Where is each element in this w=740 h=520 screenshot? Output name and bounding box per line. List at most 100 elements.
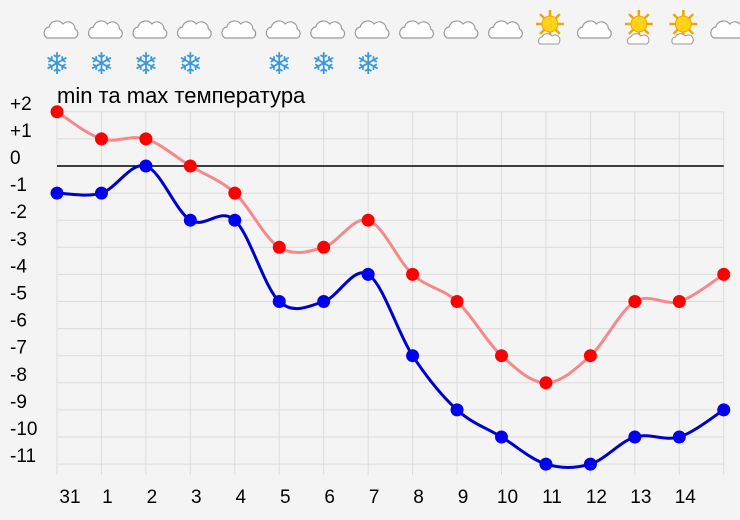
small-cloud-icon	[671, 33, 694, 45]
y-tick-label: -9	[10, 392, 27, 413]
snowflake-icon: ❄	[89, 47, 114, 82]
max-point	[50, 105, 64, 119]
min-point	[406, 349, 420, 363]
max-point	[495, 349, 508, 363]
x-tick-label: 3	[191, 487, 202, 508]
min-point	[583, 457, 597, 471]
min-point	[495, 430, 508, 444]
snowflake-icon: ❄	[356, 47, 381, 82]
cloud-icon	[443, 20, 479, 39]
y-tick-label: -2	[10, 202, 27, 223]
min-point	[317, 295, 331, 308]
max-point	[361, 213, 375, 227]
cloud-icon	[576, 20, 612, 39]
cloud-icon	[310, 20, 346, 39]
sun-ray	[628, 13, 635, 20]
min-point	[139, 159, 153, 173]
sun-cloud-icon	[535, 10, 564, 45]
snowflake-icon: ❄	[267, 47, 292, 82]
max-point	[183, 159, 197, 173]
cloud-icon	[88, 20, 123, 39]
x-tick-label: 13	[630, 487, 651, 508]
y-tick-label: -3	[10, 229, 27, 250]
min-point	[672, 430, 686, 444]
max-point	[583, 349, 597, 363]
y-tick-label: -11	[10, 446, 36, 467]
x-axis-ticks: 31 1 2 3 4 5 6 7 8 9 10 11 12 13 14	[59, 487, 696, 508]
max-point	[672, 295, 686, 308]
min-point	[450, 403, 464, 417]
sun-ray	[539, 13, 546, 20]
sun-ray	[688, 13, 695, 20]
grid	[56, 111, 725, 475]
min-point	[50, 186, 64, 200]
sun-ray	[643, 13, 650, 20]
max-point	[450, 295, 464, 308]
sun-ray	[554, 13, 561, 20]
series-min	[50, 159, 731, 471]
x-tick-label: 6	[324, 487, 335, 508]
snowflake-icon: ❄	[133, 47, 158, 82]
weather-icons-row: ❄ ❄ ❄ ❄ ❄ ❄ ❄	[43, 10, 740, 82]
y-tick-label: +1	[10, 121, 32, 142]
sun-cloud-icon	[669, 10, 698, 45]
sun-ray	[628, 28, 635, 35]
sun-ray	[688, 28, 695, 35]
sun-icon	[541, 15, 559, 33]
x-tick-label: 10	[497, 487, 518, 508]
min-point	[228, 213, 242, 227]
cloud-icon	[265, 20, 301, 39]
cloud-icon	[176, 20, 212, 39]
cloud-icon	[399, 20, 434, 39]
sun-ray	[643, 28, 650, 35]
sun-ray	[554, 28, 561, 35]
x-tick-label: 9	[458, 487, 469, 508]
cloud-icon	[221, 20, 257, 39]
cloud-icon	[132, 20, 168, 39]
max-point	[272, 240, 286, 254]
max-line	[56, 110, 725, 385]
y-tick-label: -8	[10, 365, 27, 386]
max-point	[94, 132, 108, 146]
small-cloud-icon	[626, 33, 650, 45]
series	[50, 105, 731, 471]
sun-ray	[672, 28, 679, 35]
cloud-icon	[354, 20, 390, 39]
sun-cloud-icon	[624, 10, 653, 45]
y-tick-label: -4	[10, 256, 27, 277]
x-tick-label: 11	[542, 487, 562, 508]
x-tick-label: 1	[102, 487, 113, 508]
y-tick-label: -5	[10, 284, 27, 305]
cloud-icon	[43, 20, 79, 39]
sun-ray	[539, 28, 546, 35]
x-tick-label: 8	[413, 487, 424, 508]
cloud-icon	[488, 20, 523, 39]
snowflake-icon: ❄	[44, 47, 69, 82]
y-tick-label: -6	[10, 311, 27, 332]
y-tick-label: 0	[10, 148, 21, 169]
x-tick-label: 5	[280, 487, 291, 508]
min-point	[628, 430, 642, 444]
min-point	[717, 403, 731, 417]
max-point	[139, 132, 153, 146]
min-point	[539, 457, 553, 471]
max-point	[228, 186, 242, 200]
sun-icon	[674, 15, 692, 33]
snowflake-icon: ❄	[311, 47, 336, 82]
cloud-icon	[710, 20, 740, 39]
x-tick-label: 4	[236, 487, 247, 508]
sun-icon	[630, 15, 648, 33]
y-tick-label: +2	[10, 94, 32, 115]
chart-title: min та max температура	[57, 83, 306, 108]
max-point	[406, 267, 420, 281]
sun-ray	[672, 13, 679, 20]
x-tick-label: 7	[369, 487, 380, 508]
series-max	[50, 105, 731, 390]
y-tick-label: -1	[10, 175, 27, 196]
x-tick-label: 14	[675, 487, 697, 508]
min-point	[183, 213, 197, 227]
min-point	[94, 186, 108, 200]
x-tick-label: 31	[59, 487, 80, 508]
min-line	[56, 164, 725, 469]
